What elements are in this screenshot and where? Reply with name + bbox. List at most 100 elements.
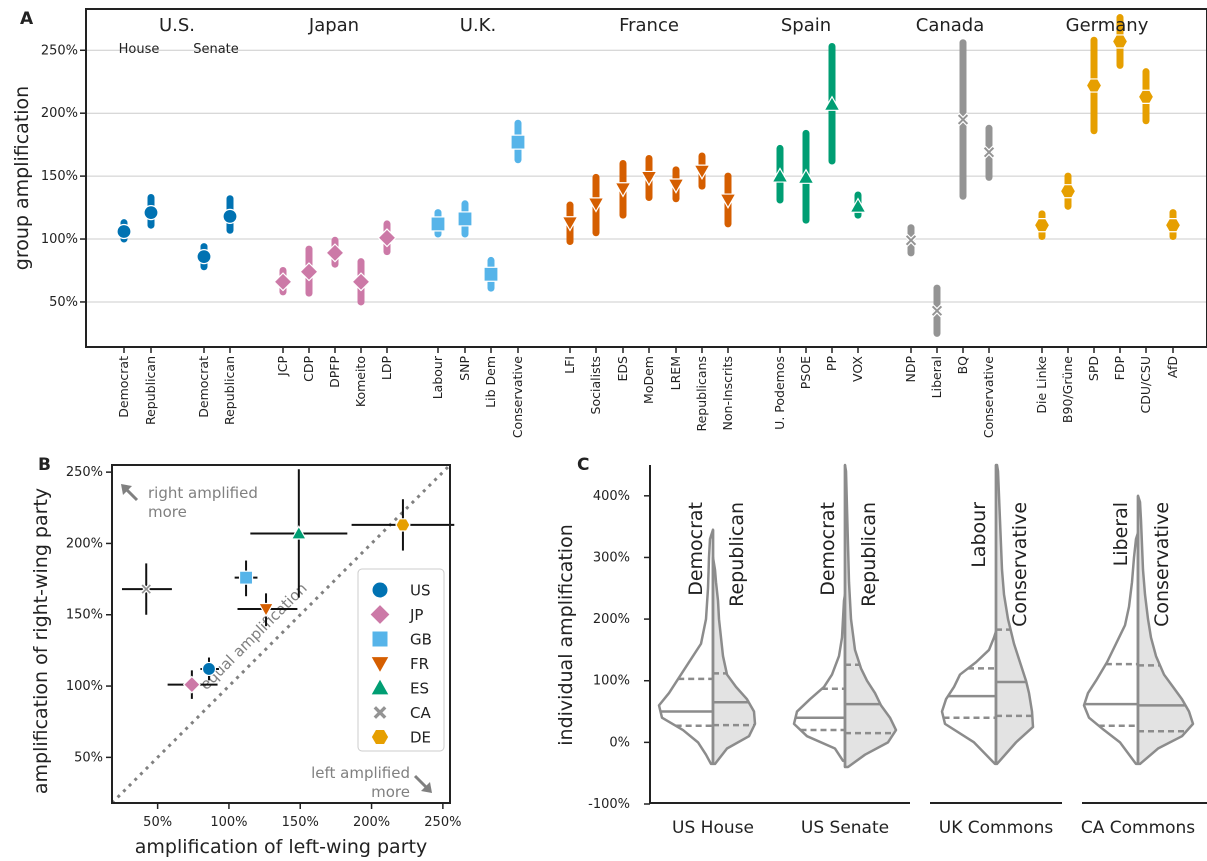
right-amplified-annotation: right amplified more <box>121 484 258 521</box>
party-marker <box>1164 218 1182 233</box>
x-tick-label: Republican <box>222 356 237 425</box>
x-tick-label: 50% <box>143 815 172 830</box>
left-amplified-annotation: left amplified more <box>311 764 432 801</box>
x-tick-label: SPD <box>1086 356 1101 381</box>
panel-a-chart: 50%100%150%200%250% Democrat Republican De… <box>11 8 1207 438</box>
country-point <box>182 675 201 694</box>
panel-a-y-axis-label: group amplification <box>11 86 33 270</box>
party-marker <box>640 170 658 187</box>
panel-c-y-axis-label: individual amplification <box>555 524 577 745</box>
panel-label-c: C <box>577 455 589 475</box>
x-tick-label: SNP <box>457 356 472 381</box>
violin-left-party-label: Democrat <box>817 502 839 596</box>
x-category-label: US House <box>672 818 754 838</box>
party-marker <box>1059 184 1077 199</box>
x-category-label: US Senate <box>801 818 889 838</box>
y-tick-label: 300% <box>593 550 630 565</box>
panel-b-marks <box>121 469 455 699</box>
panel-a-x-ticks: Democrat Republican Democrat Republican JCP C… <box>116 347 1180 438</box>
y-tick-label: 150% <box>41 169 78 184</box>
panel-label-b: B <box>38 455 51 475</box>
y-tick-label: 100% <box>66 679 103 694</box>
x-tick-label: B90/Grüne <box>1060 356 1075 423</box>
legend-label: US <box>410 582 431 600</box>
party-marker <box>457 211 473 227</box>
x-tick-label: Liberal <box>929 356 944 398</box>
x-tick-label: Democrat <box>116 356 131 418</box>
party-marker <box>510 134 526 150</box>
party-marker <box>1137 89 1155 104</box>
equal-amplification-label: equal amplification <box>196 579 310 693</box>
legend-label: FR <box>410 655 429 673</box>
legend-marker <box>371 679 389 695</box>
x-tick-label: Conservative <box>510 356 525 438</box>
x-tick-label: Democrat <box>196 356 211 418</box>
legend-marker <box>372 631 388 647</box>
country-label: U.S. <box>159 15 195 36</box>
legend-box <box>357 568 445 752</box>
panel-c-violins: Democrat Republican Democrat Republican Labo… <box>657 463 1195 769</box>
y-tick-label: 100% <box>593 674 630 689</box>
legend-marker <box>370 605 390 624</box>
party-marker <box>430 216 446 232</box>
legend-label: DE <box>410 729 431 747</box>
panel-c-x-axis: US House US Senate UK Commons CA Commons <box>650 802 1207 838</box>
violin-left-half <box>792 593 847 763</box>
x-tick-label: NDP <box>903 356 918 383</box>
country-label: U.K. <box>460 15 496 36</box>
y-tick-label: 200% <box>66 536 103 551</box>
y-tick-label: 100% <box>41 232 78 247</box>
x-tick-label: Conservative <box>981 356 996 438</box>
panel-c-y-ticks: -100% 0% 100% 200% 300% 400% <box>588 489 650 812</box>
y-tick-label: 50% <box>74 750 103 765</box>
y-tick-label: -100% <box>588 797 630 812</box>
y-tick-label: 250% <box>41 43 78 58</box>
country-label: France <box>619 15 679 36</box>
party-marker <box>196 249 212 265</box>
chamber-label-house: House <box>119 42 160 57</box>
violin-left-party-label: Democrat <box>685 502 707 596</box>
party-marker <box>982 145 996 160</box>
y-tick-label: 50% <box>49 295 78 310</box>
x-tick-label: CDU/CSU <box>1138 356 1153 414</box>
party-marker <box>351 272 371 292</box>
violin-right-party-label: Conservative <box>1151 502 1173 627</box>
violin-left-party-label: Liberal <box>1110 502 1132 566</box>
party-marker <box>667 178 685 194</box>
x-category-label: UK Commons <box>939 818 1054 838</box>
x-tick-label: Republicans <box>694 356 709 432</box>
y-tick-label: 150% <box>66 608 103 623</box>
violin-left-half <box>1082 531 1140 766</box>
party-marker <box>956 112 970 127</box>
violin-right-party-label: Republican <box>858 502 880 607</box>
x-tick-label: 200% <box>353 815 390 830</box>
panel-b-y-axis-label: amplification of right-wing party <box>30 488 52 794</box>
panel-a-y-ticks: 50% 100% 150% 200% 250% <box>41 43 86 310</box>
party-marker <box>823 95 841 111</box>
legend-label: JP <box>409 606 423 624</box>
legend-label: CA <box>410 704 431 722</box>
right-amplified-text-1: right amplified <box>148 484 258 502</box>
y-tick-label: 250% <box>66 465 103 480</box>
x-tick-label: PP <box>824 356 839 372</box>
y-tick-label: 0% <box>609 735 630 750</box>
x-tick-label: U. Podemos <box>772 356 787 430</box>
violin-right-half <box>1136 494 1195 766</box>
legend-marker <box>372 582 388 598</box>
legend-marker <box>371 729 389 745</box>
party-marker <box>693 164 711 180</box>
country-point <box>238 570 254 585</box>
x-tick-label: DPFP <box>327 356 342 388</box>
y-tick-label: 400% <box>593 489 630 504</box>
party-marker <box>771 167 789 183</box>
party-marker <box>587 197 605 213</box>
party-marker <box>483 266 499 282</box>
party-marker <box>222 208 238 224</box>
country-point <box>257 602 275 618</box>
x-tick-label: LFI <box>562 356 577 374</box>
violin-right-half <box>994 463 1035 766</box>
x-tick-label: PSOE <box>798 356 813 389</box>
violin-right-half <box>711 556 757 766</box>
party-marker <box>1111 34 1129 49</box>
party-marker <box>719 193 737 209</box>
